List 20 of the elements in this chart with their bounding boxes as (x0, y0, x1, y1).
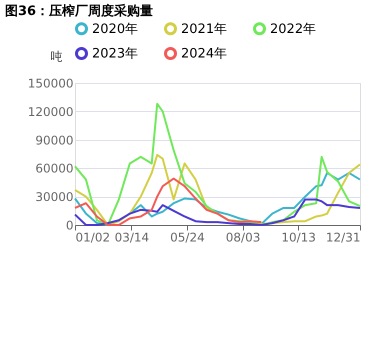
x-tick-label: 10/13 (281, 230, 316, 244)
x-tick-label: 05/24 (170, 230, 205, 244)
legend-label: 2024年 (181, 46, 228, 62)
y-axis-title: 吨 (50, 50, 62, 64)
y-tick-label: 60000 (35, 162, 74, 176)
legend-label: 2020年 (92, 22, 138, 37)
y-tick-label: 0 (66, 218, 74, 232)
line-series (74, 178, 262, 226)
chart-title: 图36：压榨厂周度采购量 (5, 3, 154, 19)
legend-label: 2023年 (92, 46, 138, 62)
x-tick-label: 03/14 (114, 230, 150, 244)
x-tick-label: 01/02 (76, 230, 110, 244)
legend-label: 2021年 (181, 22, 228, 37)
y-tick-label: 150000 (28, 76, 74, 90)
legend-label: 2022年 (270, 22, 316, 37)
y-tick-label: 30000 (35, 190, 74, 204)
y-tick-label: 90000 (35, 133, 74, 148)
y-tick-label: 120000 (28, 104, 74, 119)
x-tick-label: 08/03 (226, 230, 260, 244)
x-tick-label: 12/31 (326, 230, 360, 244)
